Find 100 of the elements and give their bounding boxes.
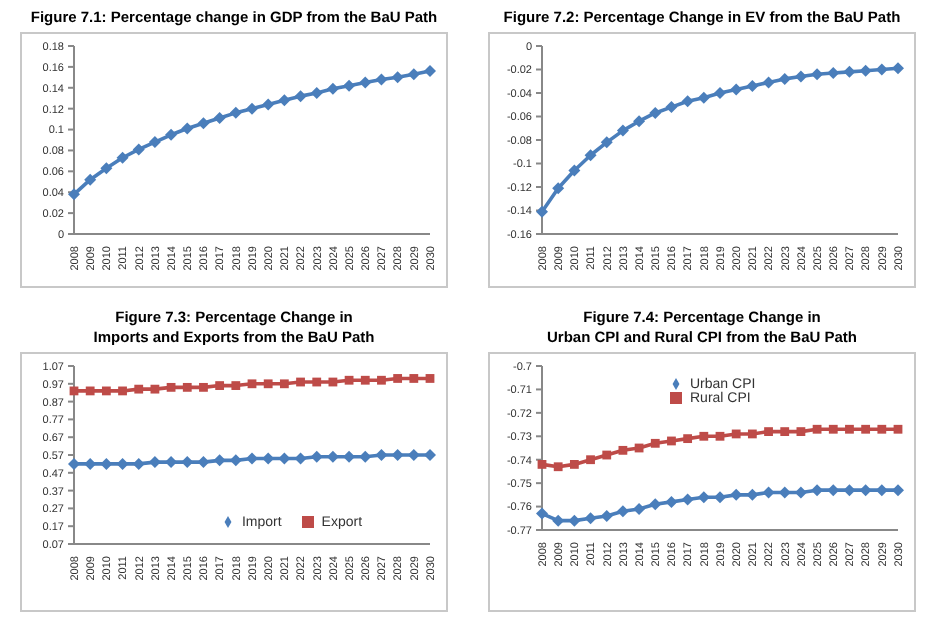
point: [101, 386, 111, 396]
point: [747, 429, 757, 439]
point: [343, 79, 356, 92]
point: [861, 424, 871, 434]
point: [294, 90, 307, 103]
point: [714, 491, 726, 504]
point: [375, 73, 388, 86]
point: [84, 173, 97, 186]
point: [586, 455, 595, 465]
point: [633, 502, 646, 515]
point: [730, 83, 743, 96]
point: [650, 438, 660, 448]
point: [618, 445, 628, 455]
point: [697, 491, 710, 504]
point: [197, 117, 210, 130]
point: [828, 424, 838, 434]
point: [683, 434, 693, 444]
point: [714, 87, 726, 99]
point: [407, 68, 420, 81]
point: [246, 102, 258, 115]
point: [568, 164, 581, 177]
point: [715, 431, 725, 441]
point: [213, 112, 226, 125]
point: [360, 375, 370, 385]
point: [116, 151, 129, 164]
point: [344, 375, 354, 385]
point: [568, 514, 581, 527]
point: [409, 374, 419, 383]
point: [132, 143, 145, 156]
point: [553, 462, 563, 472]
point: [780, 427, 790, 436]
point: [665, 495, 678, 508]
point: [215, 381, 225, 390]
point: [893, 424, 903, 434]
point: [537, 460, 547, 469]
point: [391, 71, 404, 84]
point: [569, 460, 579, 469]
point: [665, 101, 678, 114]
point: [134, 384, 144, 394]
point: [326, 82, 339, 95]
point: [602, 450, 612, 460]
point: [246, 452, 258, 465]
point: [762, 76, 775, 89]
point: [231, 381, 241, 390]
point: [310, 87, 323, 99]
point: [425, 374, 435, 383]
point: [697, 91, 710, 104]
point: [165, 128, 178, 141]
point: [764, 427, 773, 436]
point: [584, 149, 597, 162]
point: [182, 382, 192, 392]
point: [892, 62, 904, 75]
point: [536, 205, 548, 218]
point: [812, 424, 822, 434]
point: [616, 505, 629, 518]
point: [197, 456, 210, 469]
point: [359, 76, 372, 89]
point: [377, 375, 386, 385]
point: [263, 379, 273, 389]
point: [68, 188, 80, 201]
point: [310, 450, 323, 463]
point: [296, 377, 305, 387]
point: [778, 72, 791, 85]
point: [859, 64, 872, 77]
point: [600, 136, 613, 149]
point: [681, 493, 694, 506]
point: [649, 106, 662, 119]
point: [699, 431, 709, 441]
point: [279, 379, 289, 389]
point: [877, 424, 887, 434]
point: [247, 379, 257, 389]
point: [199, 382, 208, 392]
point: [312, 377, 322, 387]
point: [393, 374, 403, 383]
point: [68, 457, 80, 470]
point: [262, 98, 275, 111]
point: [278, 94, 291, 107]
point: [118, 386, 127, 396]
point: [875, 63, 888, 76]
point: [633, 115, 646, 128]
point: [892, 484, 904, 497]
point: [616, 124, 629, 137]
point: [649, 498, 662, 511]
point: [536, 507, 548, 520]
point: [794, 70, 807, 83]
point: [845, 424, 854, 434]
point: [166, 382, 176, 392]
point: [681, 95, 694, 108]
point: [85, 386, 95, 396]
point: [424, 449, 436, 461]
point: [424, 65, 436, 78]
point: [667, 436, 676, 446]
point: [552, 182, 565, 195]
point: [148, 136, 161, 149]
point: [796, 427, 806, 436]
point: [181, 122, 194, 135]
point: [229, 106, 242, 119]
point: [100, 162, 113, 175]
point: [584, 512, 597, 525]
point: [150, 384, 160, 394]
